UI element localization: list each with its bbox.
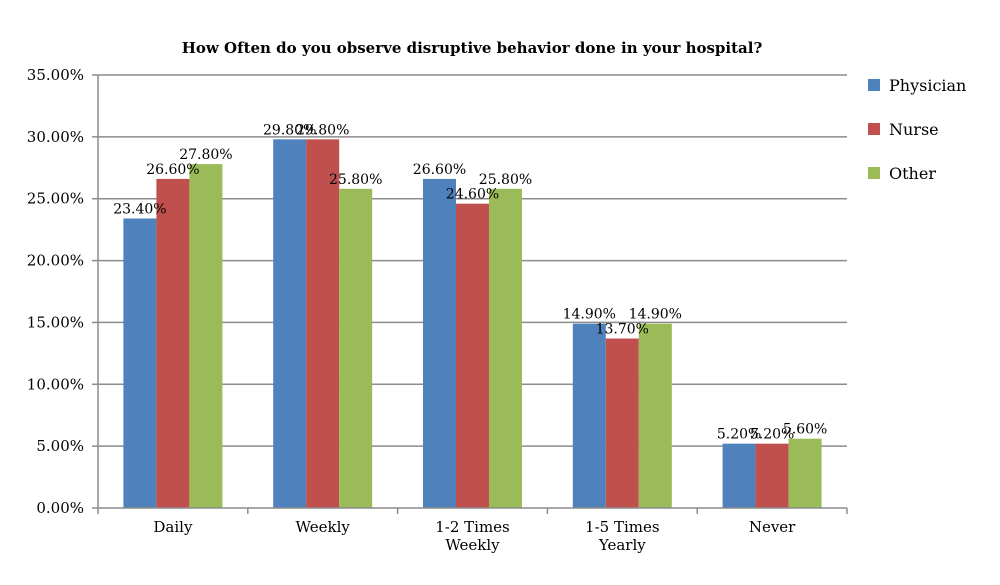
data-label: 25.80%: [479, 172, 532, 188]
bar-physician-3: [572, 323, 606, 508]
data-label: 26.60%: [413, 162, 466, 178]
y-tick-label: 30.00%: [27, 128, 84, 146]
bar-physician-2: [423, 178, 456, 509]
y-axis-ticks: 0.00% 5.00% 10.00% 15.00% 20.00% 25.00% 30.00%…: [27, 66, 98, 517]
data-label: 24.60%: [446, 187, 499, 203]
bar-other-3: [638, 323, 672, 508]
bar-other-1: [339, 188, 373, 508]
data-label: 26.60%: [146, 162, 199, 178]
bar-nurse-0: [156, 178, 190, 509]
category-label: Never: [749, 518, 796, 536]
legend-swatch-other: [868, 167, 880, 179]
data-label: 14.90%: [563, 307, 616, 323]
legend-label-other: Other: [889, 164, 936, 183]
data-label: 29.80%: [263, 122, 316, 138]
axes: [97, 75, 848, 514]
data-label: 5.60%: [783, 422, 827, 438]
data-label: 14.90%: [629, 307, 682, 323]
legend-label-nurse: Nurse: [889, 120, 939, 139]
y-tick-label: 25.00%: [27, 190, 84, 208]
data-labels: 23.40% 29.80% 26.60% 14.90% 5.20% 26.60% 29.80…: [113, 122, 827, 442]
y-tick-label: 20.00%: [27, 252, 84, 270]
y-tick-label: 5.00%: [36, 437, 84, 455]
y-tick-label: 15.00%: [27, 313, 84, 331]
y-tick-label: 35.00%: [27, 66, 84, 84]
bar-nurse-4: [755, 443, 789, 508]
y-tick-label: 10.00%: [27, 375, 84, 393]
x-axis-categories: Daily Weekly 1-2 Times Weekly 1-5 Times Yearl…: [153, 518, 796, 554]
category-label: Daily: [153, 518, 193, 536]
data-label: 23.40%: [113, 202, 166, 218]
bar-physician-0: [123, 218, 157, 508]
bar-other-2: [489, 188, 522, 508]
legend-label-physician: Physician: [889, 76, 966, 95]
bars: [123, 139, 822, 509]
bar-other-0: [189, 164, 223, 508]
legend-swatch-physician: [868, 79, 880, 91]
category-label: 1-2 Times Weekly: [435, 518, 510, 554]
bar-nurse-1: [306, 139, 340, 508]
bar-nurse-2: [456, 203, 489, 509]
data-label: 13.70%: [596, 322, 649, 338]
data-label: 27.80%: [179, 147, 232, 163]
bar-physician-1: [273, 139, 307, 508]
category-label: Weekly: [296, 518, 351, 536]
data-label: 5.20%: [717, 427, 761, 443]
data-label: 29.80%: [296, 122, 349, 138]
category-label: 1-5 Times Yearly: [585, 518, 660, 554]
legend: Physician Nurse Other: [868, 76, 966, 183]
data-label: 5.20%: [750, 427, 794, 443]
bar-other-4: [788, 438, 822, 508]
chart-title: How Often do you observe disruptive beha…: [182, 39, 763, 57]
y-tick-label: 0.00%: [36, 499, 84, 517]
bar-nurse-3: [605, 338, 639, 508]
data-label: 25.80%: [329, 172, 382, 188]
legend-swatch-nurse: [868, 123, 880, 135]
bar-physician-4: [722, 443, 756, 508]
